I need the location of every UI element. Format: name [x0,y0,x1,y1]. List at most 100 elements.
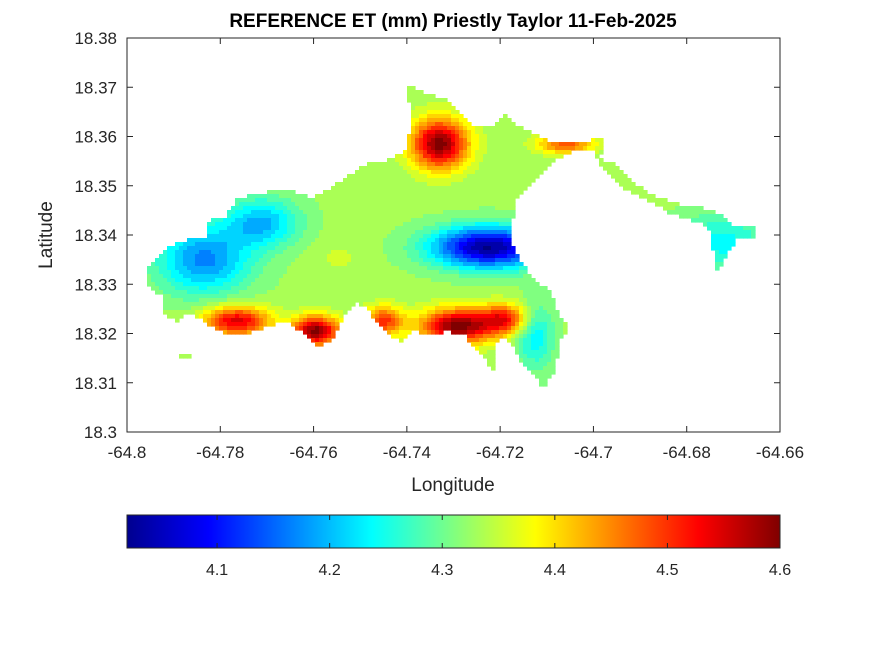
et-cell [519,158,524,163]
et-cell [431,294,436,299]
et-cell [411,134,416,139]
et-cell [307,218,312,223]
et-cell [471,130,476,135]
et-cell [455,254,460,259]
et-cell [427,138,432,143]
et-cell [479,350,484,355]
et-cell [531,302,536,307]
et-cell [423,138,428,143]
et-cell [623,182,628,187]
et-cell [199,250,204,255]
et-cell [351,214,356,219]
et-cell [447,222,452,227]
et-cell [519,326,524,331]
et-cell [511,290,516,295]
et-cell [387,246,392,251]
et-cell [727,234,732,239]
et-cell [407,86,412,91]
et-cell [499,202,504,207]
et-cell [687,210,692,215]
et-cell [223,234,228,239]
et-cell [315,202,320,207]
et-cell [471,294,476,299]
et-cell [311,290,316,295]
et-cell [271,306,276,311]
et-cell [295,210,300,215]
et-cell [367,178,372,183]
et-cell [415,106,420,111]
et-cell [267,298,272,303]
et-cell [367,194,372,199]
et-cell [267,254,272,259]
et-cell [435,306,440,311]
et-cell [291,266,296,271]
et-cell [331,210,336,215]
et-cell [323,286,328,291]
et-cell [327,194,332,199]
et-cell [391,238,396,243]
et-cell [235,222,240,227]
et-cell [343,266,348,271]
et-cell [267,202,272,207]
et-cell [407,330,412,335]
et-cell [271,210,276,215]
et-cell [463,286,468,291]
et-cell [423,146,428,151]
et-cell [331,234,336,239]
et-cell [327,282,332,287]
et-cell [167,258,172,263]
et-cell [271,254,276,259]
et-cell [199,258,204,263]
et-cell [219,222,224,227]
et-cell [283,218,288,223]
et-cell [475,142,480,147]
et-cell [527,326,532,331]
et-cell [363,186,368,191]
et-cell [535,358,540,363]
et-cell [479,250,484,255]
et-cell [411,126,416,131]
et-cell [279,314,284,319]
et-cell [455,242,460,247]
et-cell [231,226,236,231]
et-cell [335,218,340,223]
et-cell [339,306,344,311]
et-cell [375,298,380,303]
et-cell [399,278,404,283]
et-cell [459,238,464,243]
et-cell [227,322,232,327]
et-cell [311,282,316,287]
et-cell [463,150,468,155]
et-cell [359,166,364,171]
et-cell [507,258,512,263]
et-cell [507,178,512,183]
et-cell [495,194,500,199]
et-cell [475,342,480,347]
et-cell [275,242,280,247]
et-cell [255,266,260,271]
et-cell [531,362,536,367]
et-cell [471,310,476,315]
et-cell [431,238,436,243]
et-cell [275,262,280,267]
et-cell [375,250,380,255]
et-cell [315,254,320,259]
et-cell [475,126,480,131]
et-cell [419,294,424,299]
et-cell [683,210,688,215]
et-cell [523,350,528,355]
et-cell [431,242,436,247]
et-cell [495,282,500,287]
et-cell [323,326,328,331]
et-cell [547,302,552,307]
et-cell [275,250,280,255]
et-cell [335,254,340,259]
et-cell [375,254,380,259]
et-cell [175,270,180,275]
et-cell [371,218,376,223]
y-tick-label: 18.33 [74,275,117,294]
et-cell [315,310,320,315]
et-cell [483,238,488,243]
et-cell [527,286,532,291]
et-cell [371,258,376,263]
